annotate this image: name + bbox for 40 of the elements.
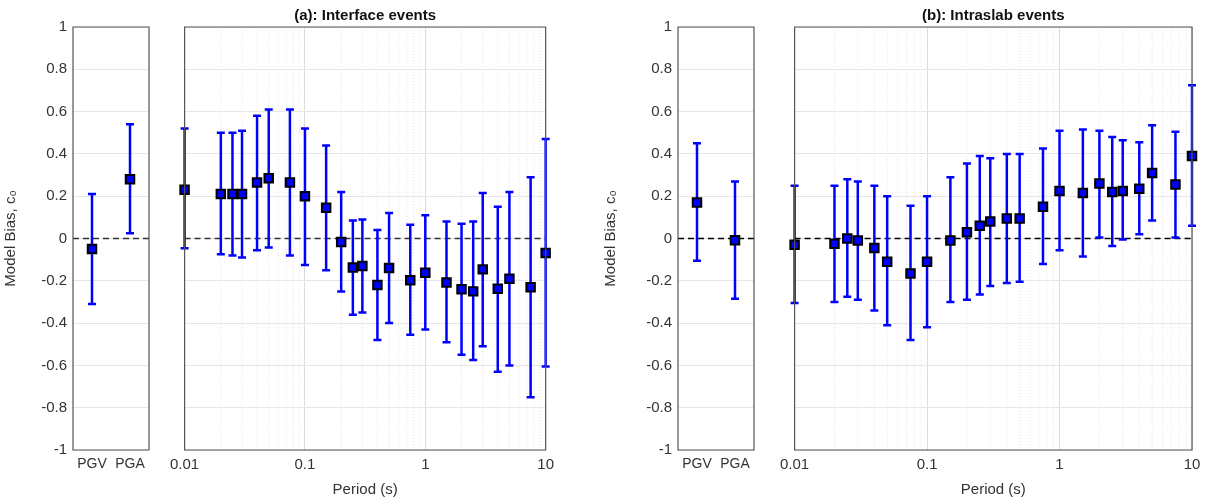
x-tick-label: PGV <box>682 455 713 472</box>
y-axis-title: Model Bias, c₀ <box>601 190 619 287</box>
x-tick-label: PGA <box>115 455 146 472</box>
x-tick-label: 0.1 <box>294 455 316 473</box>
y-tick-label: -0.6 <box>646 355 672 373</box>
y-tick-label: -1 <box>53 440 67 458</box>
y-tick-label: -0.2 <box>646 270 672 288</box>
x-tick-label: 10 <box>1183 455 1201 473</box>
y-tick-label: 0.2 <box>651 186 672 204</box>
x-axis-title: Period (s) <box>960 480 1026 498</box>
y-tick-label: -0.4 <box>41 313 67 331</box>
y-tick-label: 0.4 <box>46 144 67 162</box>
y-tick-label: 1 <box>58 17 67 35</box>
x-tick-label: 0.01 <box>780 455 810 473</box>
y-tick-label: -0.2 <box>41 270 67 288</box>
x-tick-label: 1 <box>1055 455 1064 473</box>
y-tick-label: -0.8 <box>646 397 672 415</box>
y-tick-label: -0.6 <box>41 355 67 373</box>
x-tick-label: PGV <box>77 455 108 472</box>
y-tick-label: -0.8 <box>41 397 67 415</box>
chart-title: (b): Intraslab events <box>922 5 1065 23</box>
y-axis-title: Model Bias, c₀ <box>1 190 19 287</box>
y-tick-label: 0.4 <box>651 144 672 162</box>
y-tick-label: 0.6 <box>651 101 672 119</box>
x-tick-label: 0.01 <box>170 455 200 473</box>
x-tick-label: PGA <box>720 455 751 472</box>
y-tick-label: 0.8 <box>651 59 672 77</box>
y-tick-label: 0.2 <box>46 186 67 204</box>
x-tick-label: 10 <box>537 455 554 473</box>
y-tick-label: -1 <box>658 440 672 458</box>
y-tick-label: 0.6 <box>46 101 67 119</box>
y-tick-label: 0 <box>58 228 67 246</box>
chart-title: (a): Interface events <box>294 5 436 23</box>
x-tick-label: 1 <box>421 455 430 473</box>
x-tick-label: 0.1 <box>916 455 938 473</box>
y-tick-label: 0.8 <box>46 59 67 77</box>
y-tick-label: 0 <box>663 228 672 246</box>
y-tick-label: 1 <box>663 17 672 35</box>
x-axis-title: Period (s) <box>332 480 398 498</box>
y-tick-label: -0.4 <box>646 313 672 331</box>
